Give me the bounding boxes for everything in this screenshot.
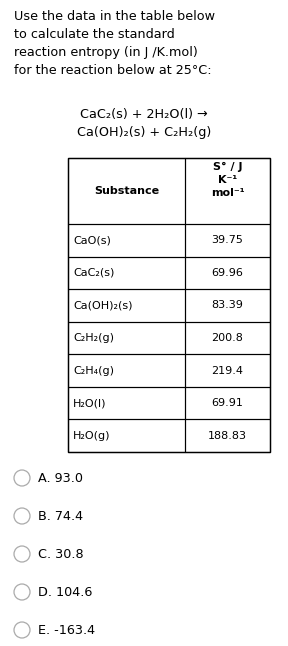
Bar [68, 419, 185, 452]
Text: S° / J
K⁻¹
mol⁻¹: S° / J K⁻¹ mol⁻¹ [211, 162, 244, 198]
Text: Ca(OH)₂(s): Ca(OH)₂(s) [73, 300, 132, 311]
Text: CaO(s): CaO(s) [73, 235, 111, 245]
Bar [68, 354, 185, 387]
Text: 200.8: 200.8 [212, 333, 243, 343]
Bar [185, 224, 270, 256]
Bar [185, 419, 270, 452]
Text: C₂H₂(g): C₂H₂(g) [73, 333, 114, 343]
Bar [185, 322, 270, 354]
Text: D. 104.6: D. 104.6 [38, 585, 92, 598]
Text: A. 93.0: A. 93.0 [38, 472, 83, 484]
Circle shape [14, 622, 30, 638]
Bar [68, 158, 270, 452]
Bar [185, 256, 270, 289]
Text: CaC₂(s): CaC₂(s) [73, 268, 114, 278]
Text: 83.39: 83.39 [212, 300, 243, 311]
Text: 69.96: 69.96 [212, 268, 243, 278]
Circle shape [14, 584, 30, 600]
Bar [185, 289, 270, 322]
Text: 39.75: 39.75 [212, 235, 243, 245]
Text: Use the data in the table below
to calculate the standard
reaction entropy (in J: Use the data in the table below to calcu… [14, 10, 215, 77]
Bar [185, 158, 270, 224]
Text: Substance: Substance [94, 186, 159, 196]
Bar [68, 224, 185, 256]
Circle shape [14, 508, 30, 524]
Text: B. 74.4: B. 74.4 [38, 510, 83, 523]
Text: C₂H₄(g): C₂H₄(g) [73, 366, 114, 375]
Text: 219.4: 219.4 [211, 366, 243, 375]
Text: 188.83: 188.83 [208, 431, 247, 441]
Bar [68, 158, 185, 224]
Bar [68, 256, 185, 289]
Text: Ca(OH)₂(s) + C₂H₂(g): Ca(OH)₂(s) + C₂H₂(g) [77, 126, 211, 139]
Circle shape [14, 470, 30, 486]
Text: E. -163.4: E. -163.4 [38, 623, 95, 636]
Bar [185, 354, 270, 387]
Bar [68, 322, 185, 354]
Text: 69.91: 69.91 [212, 398, 243, 408]
Text: C. 30.8: C. 30.8 [38, 548, 84, 561]
Text: H₂O(g): H₂O(g) [73, 431, 111, 441]
Text: H₂O(l): H₂O(l) [73, 398, 107, 408]
Bar [68, 289, 185, 322]
Bar [68, 387, 185, 419]
Circle shape [14, 546, 30, 562]
Bar [185, 387, 270, 419]
Text: CaC₂(s) + 2H₂O(l) →: CaC₂(s) + 2H₂O(l) → [80, 108, 208, 121]
